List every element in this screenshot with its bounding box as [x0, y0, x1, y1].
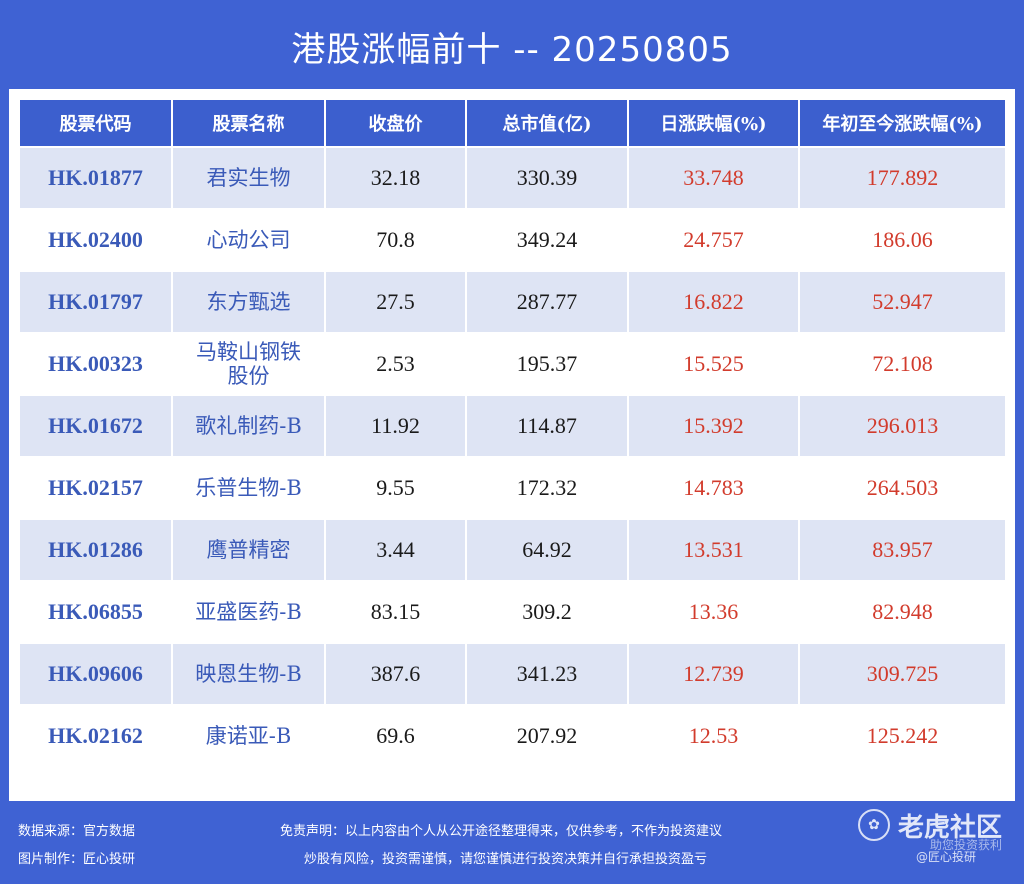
- ytd-change: 186.06: [798, 208, 1007, 272]
- watermark-author: @匠心投研: [916, 850, 977, 864]
- table-row: HK.02400 心动公司 70.8 349.24 24.757 186.06: [18, 208, 1007, 272]
- close-price: 3.44: [324, 518, 467, 582]
- daily-change: 15.392: [627, 394, 800, 458]
- tiger-logo-icon: ✿: [858, 809, 890, 841]
- ytd-change: 125.242: [798, 704, 1007, 768]
- stock-table: 股票代码 股票名称 收盘价 总市值(亿) 日涨跌幅(%) 年初至今涨跌幅(%) …: [18, 98, 1007, 768]
- page-title: 港股涨幅前十 -- 20250805: [291, 29, 733, 70]
- footer: 数据来源：官方数据 图片制作：匠心投研 免责声明：以上内容由个人从公开途径整理得…: [0, 806, 1024, 884]
- daily-change: 24.757: [627, 208, 800, 272]
- close-price: 9.55: [324, 456, 467, 520]
- stock-code: HK.01672: [18, 394, 173, 458]
- stock-code: HK.01877: [18, 146, 173, 210]
- header-name: 股票名称: [171, 98, 326, 148]
- close-price: 70.8: [324, 208, 467, 272]
- close-price: 32.18: [324, 146, 467, 210]
- ytd-change: 264.503: [798, 456, 1007, 520]
- stock-code: HK.06855: [18, 580, 173, 644]
- market-cap: 341.23: [465, 642, 629, 706]
- market-cap: 114.87: [465, 394, 629, 458]
- table-row: HK.02157 乐普生物-B 9.55 172.32 14.783 264.5…: [18, 456, 1007, 520]
- daily-change: 13.36: [627, 580, 800, 644]
- ytd-change: 83.957: [798, 518, 1007, 582]
- disclaimer-line-2: 炒股有风险，投资需谨慎，请您谨慎进行投资决策并自行承担投资盈亏: [304, 852, 708, 867]
- watermark-brand: 老虎社区: [898, 812, 1003, 843]
- table-row: HK.01797 东方甄选 27.5 287.77 16.822 52.947: [18, 270, 1007, 334]
- close-price: 27.5: [324, 270, 467, 334]
- market-cap: 207.92: [465, 704, 629, 768]
- daily-change: 15.525: [627, 332, 800, 396]
- table-row: HK.01877 君实生物 32.18 330.39 33.748 177.89…: [18, 146, 1007, 210]
- ytd-change: 309.725: [798, 642, 1007, 706]
- market-cap: 287.77: [465, 270, 629, 334]
- header-daily-change: 日涨跌幅(%): [627, 98, 800, 148]
- header-mktcap: 总市值(亿): [465, 98, 629, 148]
- daily-change: 14.783: [627, 456, 800, 520]
- watermark-tagline: 助您投资获利: [930, 838, 1003, 852]
- market-cap: 309.2: [465, 580, 629, 644]
- stock-name: 东方甄选: [171, 270, 326, 334]
- ytd-change: 82.948: [798, 580, 1007, 644]
- stock-code: HK.02162: [18, 704, 173, 768]
- stock-name: 鹰普精密: [171, 518, 326, 582]
- stock-name: 康诺亚-B: [171, 704, 326, 768]
- close-price: 69.6: [324, 704, 467, 768]
- daily-change: 12.739: [627, 642, 800, 706]
- close-price: 2.53: [324, 332, 467, 396]
- close-price: 83.15: [324, 580, 467, 644]
- daily-change: 13.531: [627, 518, 800, 582]
- data-source-text: 数据来源：官方数据: [18, 824, 136, 839]
- stock-code: HK.00323: [18, 332, 173, 396]
- daily-change: 12.53: [627, 704, 800, 768]
- market-cap: 172.32: [465, 456, 629, 520]
- image-maker-text: 图片制作：匠心投研: [18, 852, 136, 867]
- table-panel: 股票代码 股票名称 收盘价 总市值(亿) 日涨跌幅(%) 年初至今涨跌幅(%) …: [9, 89, 1015, 801]
- table-header-row: 股票代码 股票名称 收盘价 总市值(亿) 日涨跌幅(%) 年初至今涨跌幅(%): [18, 98, 1007, 148]
- stock-code: HK.02400: [18, 208, 173, 272]
- stock-name: 心动公司: [171, 208, 326, 272]
- market-cap: 64.92: [465, 518, 629, 582]
- table-row: HK.09606 映恩生物-B 387.6 341.23 12.739 309.…: [18, 642, 1007, 706]
- ytd-change: 296.013: [798, 394, 1007, 458]
- disclaimer-line-1: 免责声明：以上内容由个人从公开途径整理得来，仅供参考，不作为投资建议: [280, 824, 723, 839]
- close-price: 11.92: [324, 394, 467, 458]
- header-close: 收盘价: [324, 98, 467, 148]
- close-price: 387.6: [324, 642, 467, 706]
- stock-code: HK.01797: [18, 270, 173, 334]
- ytd-change: 52.947: [798, 270, 1007, 334]
- stock-name: 歌礼制药-B: [171, 394, 326, 458]
- ytd-change: 72.108: [798, 332, 1007, 396]
- stock-name: 乐普生物-B: [171, 456, 326, 520]
- stock-name: 映恩生物-B: [171, 642, 326, 706]
- table-row: HK.02162 康诺亚-B 69.6 207.92 12.53 125.242: [18, 704, 1007, 768]
- stock-code: HK.09606: [18, 642, 173, 706]
- daily-change: 33.748: [627, 146, 800, 210]
- header-ytd-change: 年初至今涨跌幅(%): [798, 98, 1007, 148]
- table-row: HK.00323 马鞍山钢铁股份 2.53 195.37 15.525 72.1…: [18, 332, 1007, 396]
- market-cap: 330.39: [465, 146, 629, 210]
- market-cap: 195.37: [465, 332, 629, 396]
- ytd-change: 177.892: [798, 146, 1007, 210]
- stock-name: 君实生物: [171, 146, 326, 210]
- stock-name: 亚盛医药-B: [171, 580, 326, 644]
- stock-code: HK.01286: [18, 518, 173, 582]
- stock-name: 马鞍山钢铁股份: [171, 332, 326, 396]
- table-row: HK.06855 亚盛医药-B 83.15 309.2 13.36 82.948: [18, 580, 1007, 644]
- stock-code: HK.02157: [18, 456, 173, 520]
- table-row: HK.01672 歌礼制药-B 11.92 114.87 15.392 296.…: [18, 394, 1007, 458]
- daily-change: 16.822: [627, 270, 800, 334]
- watermark-logo: ✿ 老虎社区: [858, 805, 1002, 845]
- header-code: 股票代码: [18, 98, 173, 148]
- table-row: HK.01286 鹰普精密 3.44 64.92 13.531 83.957: [18, 518, 1007, 582]
- market-cap: 349.24: [465, 208, 629, 272]
